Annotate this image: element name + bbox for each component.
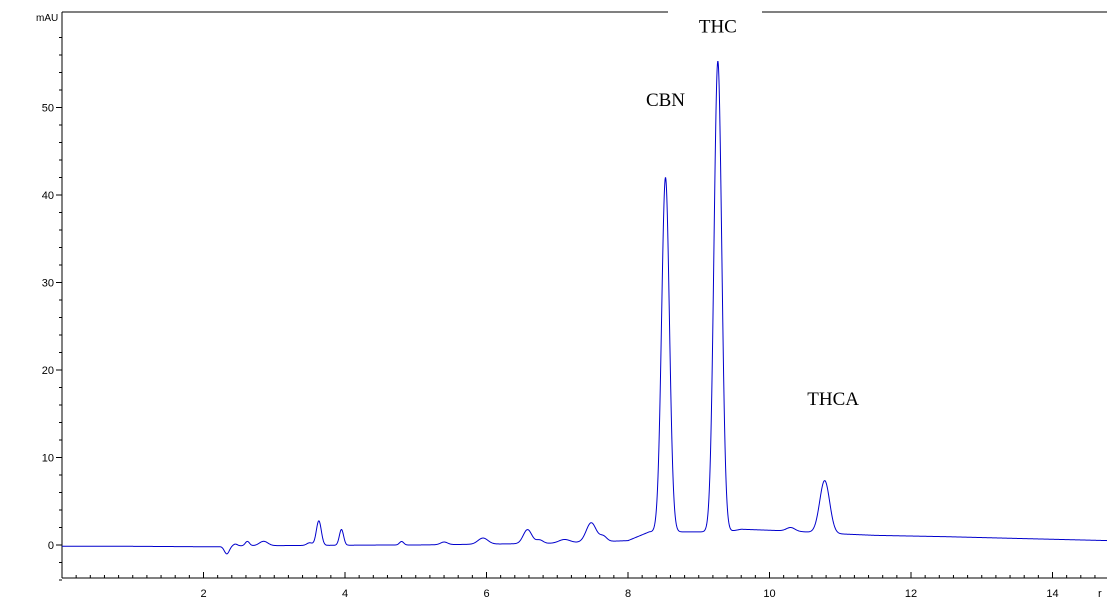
y-axis-unit-label: mAU [36,13,58,24]
x-tick-label: 2 [200,588,206,600]
x-axis-ticks: 2 4 6 8 10 12 14 [75,572,1096,600]
y-tick-label: 20 [42,365,54,377]
x-axis-unit-fragment: r [1098,588,1102,600]
x-tick-label: 6 [483,588,489,600]
chromatogram-trace [62,60,1107,555]
y-tick-label: 0 [48,540,54,552]
peak-label-thc: THC [699,16,737,37]
x-tick-label: 14 [1046,588,1058,600]
y-tick-label: 10 [42,453,54,465]
x-tick-label: 4 [342,588,348,600]
x-tick-label: 10 [763,588,775,600]
plot-frame [61,11,1107,579]
peak-label-thca: THCA [807,389,859,410]
x-tick-label: 12 [905,588,917,600]
y-axis-ticks: 0 10 20 30 40 50 [42,37,62,581]
x-tick-label: 8 [625,588,631,600]
peak-annotations: CBN THC THCA [646,16,859,410]
y-tick-label: 30 [42,278,54,290]
peak-label-cbn: CBN [646,90,685,111]
y-tick-label: 40 [42,190,54,202]
y-tick-label: 50 [42,103,54,115]
